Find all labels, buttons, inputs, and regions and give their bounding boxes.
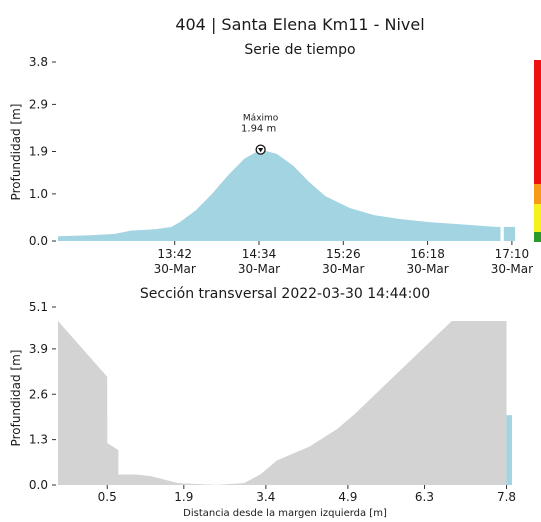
time-series-chart: Serie de tiempo Profundidad [m] 0.0 1.0 1.… (9, 42, 533, 276)
x-tick-label-5: 7.8 (497, 490, 516, 504)
maximum-annotation: Máximo 1.94 m (241, 114, 279, 155)
x-tick-date-2: 30-Mar (322, 262, 364, 276)
x-tick-label-2: 15:26 (326, 247, 361, 261)
time-series-axis: 0.01.01.92.93.813:4230-Mar14:3430-Mar15:… (29, 55, 533, 276)
time-series-ylabel: Profundidad [m] (9, 104, 23, 201)
y-tick-label-0: 0.0 (29, 478, 48, 492)
cross-section-fill (58, 307, 512, 485)
cross-section-axis: 0.0 1.3 2.6 3.9 5.1 0.5 1.9 3.4 4.9 6.3 7.8 (29, 300, 516, 504)
cross-section-chart: Sección transversal 2022-03-30 14:44:00 … (9, 286, 516, 519)
x-tick-label-0: 0.5 (98, 490, 117, 504)
status-color-bar (534, 60, 541, 242)
x-tick-label-4: 6.3 (415, 490, 434, 504)
status-segment-3 (534, 232, 541, 242)
y-tick-label-3: 2.9 (29, 97, 48, 111)
y-tick-label-2: 2.6 (29, 387, 48, 401)
x-tick-date-0: 30-Mar (154, 262, 196, 276)
cross-section-ylabel: Profundidad [m] (9, 350, 23, 447)
water-level-area (58, 149, 516, 241)
y-tick-label-1: 1.3 (29, 433, 48, 447)
x-tick-label-1: 1.9 (174, 490, 193, 504)
status-segment-0 (534, 60, 541, 184)
x-tick-label-3: 4.9 (338, 490, 357, 504)
maximum-marker-arrow-icon (258, 148, 264, 153)
y-tick-label-1: 1.0 (29, 187, 48, 201)
x-tick-date-4: 30-Mar (491, 262, 533, 276)
status-segment-1 (534, 184, 541, 204)
time-series-title: Serie de tiempo (244, 42, 355, 58)
cross-section-xlabel: Distancia desde la margen izquierda [m] (183, 508, 387, 519)
x-tick-date-3: 30-Mar (406, 262, 448, 276)
y-tick-label-3: 3.9 (29, 342, 48, 356)
x-tick-label-4: 17:10 (495, 247, 530, 261)
figure-title: 404 | Santa Elena Km11 - Nivel (175, 15, 424, 34)
x-tick-label-2: 3.4 (256, 490, 275, 504)
y-tick-label-4: 5.1 (29, 300, 48, 314)
cross-section-title: Sección transversal 2022-03-30 14:44:00 (140, 286, 430, 302)
air-region (58, 307, 507, 485)
water-level-segment-0 (503, 226, 516, 241)
x-tick-label-3: 16:18 (410, 247, 445, 261)
status-segment-2 (534, 204, 541, 232)
y-tick-label-4: 3.8 (29, 55, 48, 69)
maximum-label: Máximo (243, 114, 279, 124)
x-tick-date-1: 30-Mar (238, 262, 280, 276)
y-tick-label-0: 0.0 (29, 234, 48, 248)
maximum-value-label: 1.94 m (241, 124, 276, 135)
water-level-series (58, 149, 501, 241)
riverbed-ground (58, 321, 507, 485)
y-tick-label-2: 1.9 (29, 145, 48, 159)
x-tick-label-0: 13:42 (157, 247, 192, 261)
x-tick-label-1: 14:34 (242, 247, 277, 261)
